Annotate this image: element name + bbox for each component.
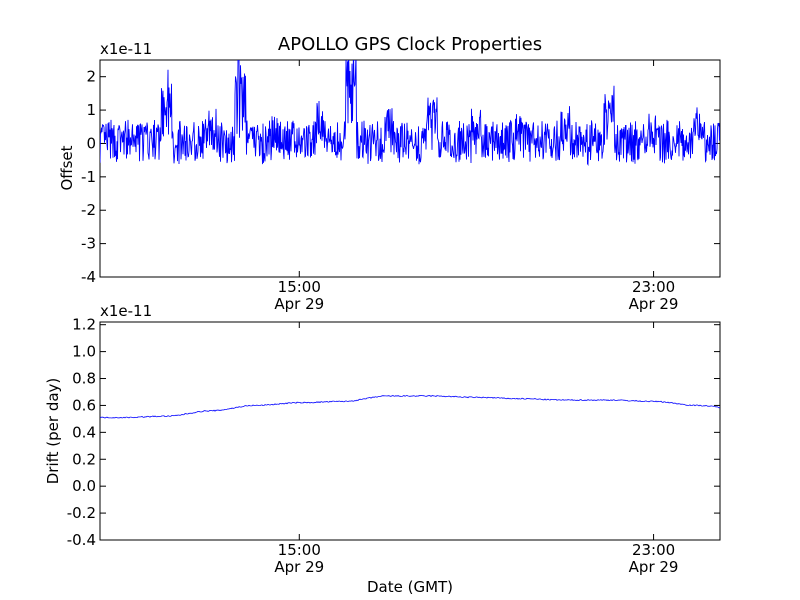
y-tick-label: -0.4 [67, 531, 96, 549]
y-tick-label: 1.2 [72, 316, 96, 334]
y-tick-label: -0.2 [67, 504, 96, 522]
x-tick-time: 23:00 [632, 541, 675, 559]
offset-series [100, 60, 720, 167]
series-line [100, 60, 720, 167]
y-tick-label: 2 [86, 68, 96, 86]
x-tick-date: Apr 29 [274, 558, 324, 576]
drift-series [100, 395, 720, 419]
y-tick-label: -1 [81, 168, 96, 186]
x-tick-time: 23:00 [632, 278, 675, 296]
x-tick-time: 15:00 [278, 278, 321, 296]
y-tick-label: 1 [86, 101, 96, 119]
drift-y-axis-label: Drift (per day) [44, 378, 62, 485]
drift-plot-frame [99, 321, 721, 541]
y-tick-label: 0.0 [72, 477, 96, 495]
y-tick-label: 0.6 [72, 396, 96, 414]
offset-y-multiplier: x1e-11 [100, 40, 152, 58]
y-tick-label: 0.4 [72, 423, 96, 441]
drift-y-multiplier: x1e-11 [100, 302, 152, 320]
y-tick-label: -2 [81, 201, 96, 219]
y-tick-label: 0.8 [72, 370, 96, 388]
x-tick-date: Apr 29 [629, 295, 679, 313]
y-tick-label: 1.0 [72, 343, 96, 361]
drift-panel: x1e-11 Drift (per day) Date (GMT) -0.4 -0… [44, 302, 721, 596]
y-tick-label: 0.2 [72, 450, 96, 468]
y-tick-label: -3 [81, 235, 96, 253]
y-tick-label: 0 [86, 134, 96, 152]
series-line [100, 395, 720, 419]
x-tick-date: Apr 29 [629, 558, 679, 576]
offset-plot-frame [99, 59, 721, 278]
chart-title: APOLLO GPS Clock Properties [278, 34, 542, 55]
x-tick-time: 15:00 [278, 541, 321, 559]
y-tick-label: -4 [81, 268, 96, 286]
x-tick-date: Apr 29 [274, 295, 324, 313]
drift-x-axis-label: Date (GMT) [367, 578, 453, 596]
offset-y-axis-label: Offset [58, 145, 76, 190]
